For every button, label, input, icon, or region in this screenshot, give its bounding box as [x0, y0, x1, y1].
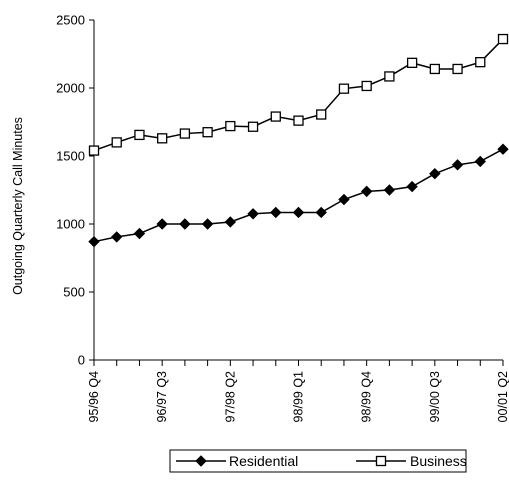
residential-point [406, 180, 418, 193]
business-point [202, 127, 213, 138]
legend-box [169, 449, 467, 473]
residential-point [338, 193, 350, 206]
x-tick-label: 00/01 Q2 [496, 371, 509, 422]
axes: 0 500 1000 1500 2000 2500 95/96 Q4 96/97 Q3 97/9… [56, 13, 509, 423]
legend-label-residential: Residential [229, 453, 298, 469]
business-point [293, 115, 304, 126]
business-point [88, 145, 100, 156]
business-line [93, 38, 504, 152]
y-tick-label: 0 [78, 353, 85, 368]
business-point [361, 80, 372, 92]
residential-point [315, 206, 327, 219]
residential-point [429, 167, 441, 180]
residential-point [451, 159, 464, 171]
residential-point [156, 218, 168, 230]
y-tick-label: 500 [63, 285, 85, 300]
residential-point [133, 227, 146, 240]
series-layer [88, 33, 509, 248]
x-tick-label: 96/97 Q3 [155, 371, 169, 422]
y-tick-label: 1500 [56, 149, 85, 164]
residential-point [292, 206, 305, 219]
legend-marker-residential [195, 455, 207, 467]
residential-point [383, 184, 396, 196]
residential-point [247, 208, 259, 220]
residential-point [497, 143, 509, 155]
business-point [179, 128, 191, 139]
business-point [316, 109, 327, 120]
x-tick-label: 98/99 Q1 [292, 371, 306, 422]
business-point [338, 83, 350, 94]
business-point [452, 63, 463, 75]
residential-point [88, 235, 100, 248]
business-point [134, 129, 145, 141]
business-point [157, 133, 168, 144]
y-tick-label: 2000 [56, 81, 85, 96]
series-business [88, 33, 509, 156]
residential-point [224, 216, 237, 228]
residential-point [474, 155, 486, 168]
business-point [497, 33, 509, 45]
y-tick-label: 1000 [56, 217, 85, 232]
series-residential [88, 143, 509, 248]
y-tick-label: 2500 [56, 13, 85, 28]
x-tick-label: 95/96 Q4 [87, 371, 101, 422]
x-tick-label: 97/98 Q2 [223, 371, 237, 422]
x-tick-label: 99/00 Q3 [428, 371, 442, 422]
residential-point [111, 231, 123, 243]
residential-point [360, 185, 373, 198]
legend-marker-business [375, 455, 387, 467]
residential-point [179, 218, 191, 230]
business-point [384, 71, 395, 82]
business-point [225, 120, 236, 132]
y-axis-label: Outgoing Quarterly Call Minutes [11, 117, 25, 295]
residential-point [201, 218, 214, 230]
legend-item-business: Business [356, 453, 467, 469]
residential-line [93, 148, 504, 243]
x-tick-label: 98/99 Q4 [360, 371, 374, 422]
legend: Residential Business [169, 449, 467, 473]
business-point [406, 57, 418, 68]
legend-item-residential: Residential [176, 453, 298, 469]
business-point [475, 57, 486, 68]
business-point [429, 63, 440, 75]
legend-label-business: Business [410, 453, 467, 469]
business-point [270, 111, 281, 122]
business-point [247, 121, 259, 132]
residential-point [270, 206, 282, 219]
business-point [111, 137, 122, 148]
